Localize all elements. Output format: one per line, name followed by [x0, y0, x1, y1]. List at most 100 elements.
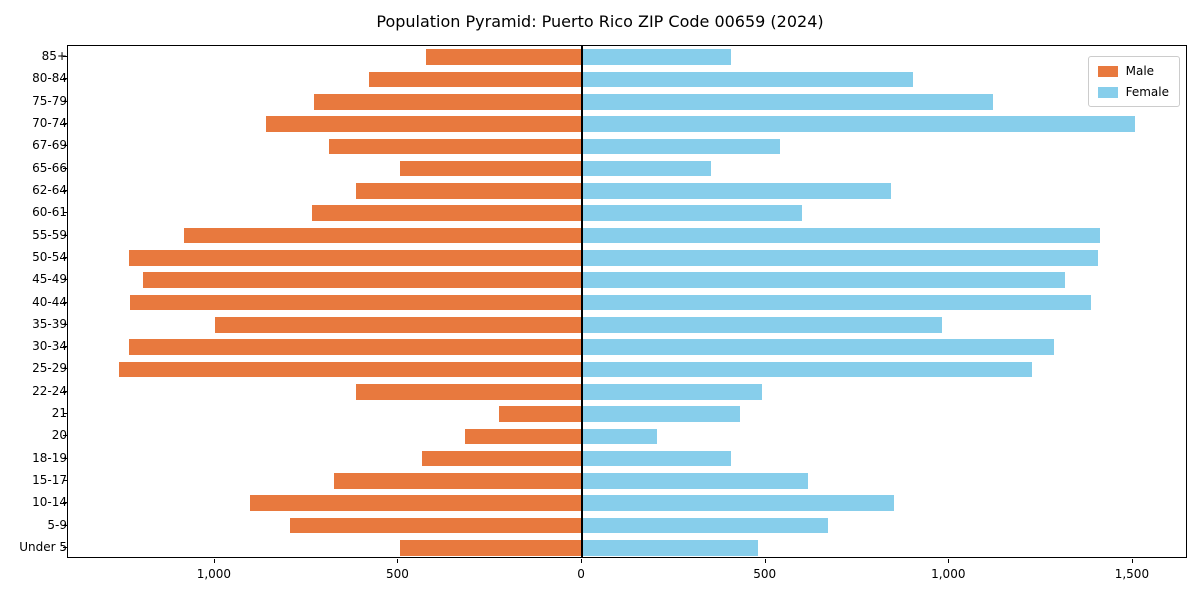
ytick-mark: [63, 346, 67, 348]
chart-title: Population Pyramid: Puerto Rico ZIP Code…: [376, 12, 824, 31]
ytick-label-85+: 85+: [41, 49, 67, 64]
ytick-label-35-39: 35-39: [32, 316, 67, 331]
male-bar-62-64: [356, 183, 583, 199]
female-bar-65-66: [582, 160, 711, 177]
ytick-label-60-61: 60-61: [32, 205, 67, 220]
ytick-label-80-84: 80-84: [32, 71, 67, 86]
ytick-mark: [63, 413, 67, 415]
legend-item-male: Male: [1097, 64, 1169, 78]
male-bar-25-29: [119, 361, 583, 378]
male-bar-30-34: [128, 339, 583, 355]
ytick-mark: [63, 212, 67, 214]
legend-female-label: Female: [1125, 85, 1169, 99]
female-bar-30-34: [582, 339, 1054, 355]
legend-male-label: Male: [1125, 64, 1155, 78]
male-bar-22-24: [356, 383, 583, 400]
ytick-label-Under 5: Under 5: [19, 539, 67, 554]
ytick-mark: [63, 189, 67, 191]
xtick-label-1,500: 1,500: [1114, 567, 1150, 581]
ytick-label-50-54: 50-54: [32, 249, 67, 264]
male-bar-60-61: [312, 205, 583, 222]
ytick-label-65-66: 65-66: [32, 160, 67, 175]
ytick-mark: [63, 390, 67, 392]
ytick-label-22-24: 22-24: [32, 383, 67, 398]
female-bar-55-59: [582, 227, 1100, 244]
male-bar-10-14: [249, 495, 583, 512]
female-bar-15-17: [582, 473, 808, 489]
male-bar-40-44: [130, 294, 583, 311]
xtick-label-1,000: 1,000: [196, 567, 232, 581]
ytick-mark: [63, 435, 67, 437]
male-bar-15-17: [334, 473, 583, 489]
ytick-label-55-59: 55-59: [32, 227, 67, 242]
male-bar-65-66: [400, 160, 583, 177]
female-bar-20: [582, 428, 658, 445]
ytick-mark: [63, 524, 67, 526]
ytick-label-21: 21: [51, 406, 67, 421]
ytick-label-67-69: 67-69: [32, 138, 67, 153]
ytick-label-10-14: 10-14: [32, 495, 67, 510]
ytick-label-5-9: 5-9: [47, 517, 67, 532]
ytick-label-25-29: 25-29: [32, 361, 67, 376]
male-bar-45-49: [143, 272, 583, 288]
female-bar-18-19: [582, 450, 731, 467]
male-bar-75-79: [314, 93, 583, 110]
plot-area: Male Female: [67, 45, 1187, 558]
legend: Male Female: [1087, 56, 1180, 107]
ytick-mark: [63, 234, 67, 236]
female-bar-22-24: [582, 383, 763, 400]
ytick-mark: [63, 167, 67, 169]
ytick-label-20: 20: [51, 428, 67, 443]
male-swatch-icon: [1097, 65, 1118, 77]
ytick-mark: [63, 479, 67, 481]
male-bar-70-74: [266, 116, 583, 132]
ytick-mark: [63, 256, 67, 258]
female-bar-25-29: [582, 361, 1032, 378]
ytick-label-40-44: 40-44: [32, 294, 67, 309]
ytick-mark: [63, 323, 67, 325]
female-bar-60-61: [582, 205, 803, 222]
ytick-mark: [63, 457, 67, 459]
ytick-label-75-79: 75-79: [32, 93, 67, 108]
ytick-mark: [63, 123, 67, 125]
male-bar-20: [464, 428, 583, 445]
female-bar-Under 5: [582, 540, 759, 556]
ytick-mark: [63, 56, 67, 58]
ytick-mark: [63, 301, 67, 303]
xtick-mark: [764, 559, 766, 563]
ytick-label-18-19: 18-19: [32, 450, 67, 465]
xtick-mark: [1131, 559, 1133, 563]
female-bar-67-69: [582, 138, 781, 155]
ytick-mark: [63, 78, 67, 80]
xtick-mark: [948, 559, 950, 563]
ytick-mark: [63, 145, 67, 147]
legend-item-female: Female: [1097, 85, 1169, 99]
female-bar-70-74: [582, 116, 1135, 132]
xtick-label-0: 0: [577, 567, 585, 581]
female-bar-21: [582, 406, 740, 422]
female-bar-10-14: [582, 495, 895, 512]
ytick-label-30-34: 30-34: [32, 339, 67, 354]
ytick-label-45-49: 45-49: [32, 272, 67, 287]
female-swatch-icon: [1097, 86, 1118, 98]
female-bar-62-64: [582, 183, 891, 199]
female-bar-80-84: [582, 71, 913, 88]
female-bar-5-9: [582, 517, 829, 534]
ytick-label-70-74: 70-74: [32, 116, 67, 131]
female-bar-50-54: [582, 250, 1099, 266]
male-bar-67-69: [328, 138, 583, 155]
male-bar-5-9: [290, 517, 583, 534]
zero-axis-line: [581, 46, 583, 557]
female-bar-35-39: [582, 316, 942, 333]
male-bar-80-84: [369, 71, 583, 88]
female-bar-45-49: [582, 272, 1065, 288]
male-bar-35-39: [214, 316, 583, 333]
male-bar-50-54: [128, 250, 583, 266]
female-bar-75-79: [582, 93, 994, 110]
ytick-label-62-64: 62-64: [32, 182, 67, 197]
ytick-mark: [63, 100, 67, 102]
male-bar-55-59: [183, 227, 583, 244]
xtick-label-1,000: 1,000: [931, 567, 966, 581]
male-bar-21: [499, 406, 583, 422]
